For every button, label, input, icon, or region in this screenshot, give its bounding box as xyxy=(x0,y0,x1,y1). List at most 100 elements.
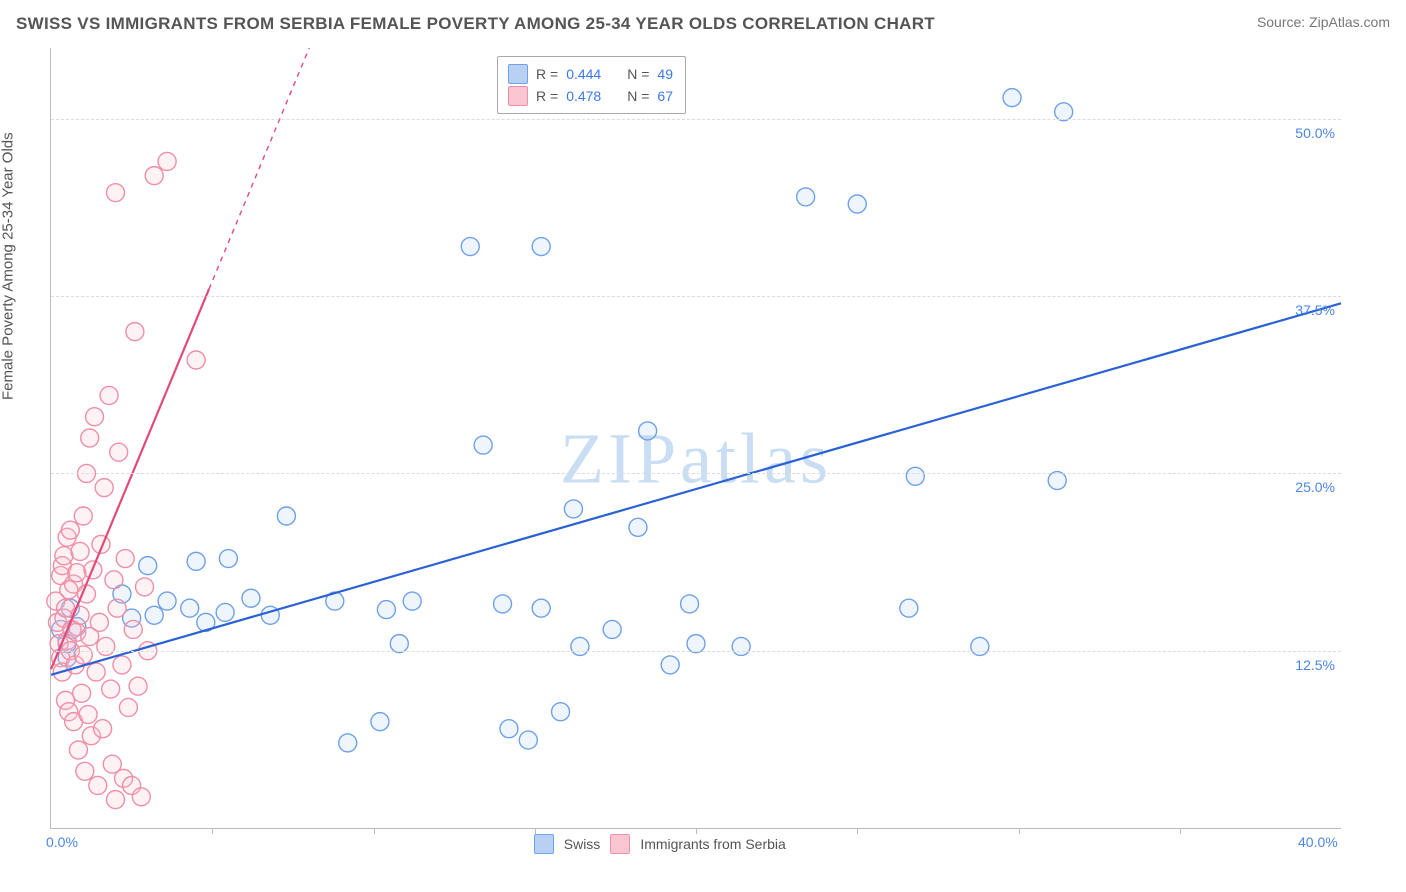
r-label: R = xyxy=(536,63,558,85)
plot-svg xyxy=(51,48,1341,828)
scatter-point xyxy=(158,152,176,170)
scatter-point xyxy=(108,599,126,617)
scatter-point xyxy=(494,595,512,613)
n-value: 49 xyxy=(657,63,673,85)
legend-correlation: R =0.444N =49R =0.478N =67 xyxy=(497,56,686,114)
scatter-point xyxy=(126,323,144,341)
scatter-point xyxy=(74,646,92,664)
scatter-point xyxy=(339,734,357,752)
legend-swatch xyxy=(610,834,630,854)
scatter-point xyxy=(68,564,86,582)
scatter-point xyxy=(371,713,389,731)
scatter-point xyxy=(187,552,205,570)
scatter-point xyxy=(900,599,918,617)
scatter-point xyxy=(403,592,421,610)
n-label: N = xyxy=(627,63,649,85)
scatter-point xyxy=(100,386,118,404)
scatter-point xyxy=(216,603,234,621)
scatter-point xyxy=(87,663,105,681)
scatter-point xyxy=(848,195,866,213)
chart-plot-area: ZIPatlas R =0.444N =49R =0.478N =67 12.5… xyxy=(50,48,1341,829)
scatter-point xyxy=(107,791,125,809)
scatter-point xyxy=(181,599,199,617)
scatter-point xyxy=(1003,89,1021,107)
legend-series-label: Swiss xyxy=(564,836,601,852)
scatter-point xyxy=(124,620,142,638)
scatter-point xyxy=(187,351,205,369)
legend-corr-row: R = 0.444 N = 49 xyxy=(508,63,673,85)
scatter-point xyxy=(119,698,137,716)
scatter-point xyxy=(277,507,295,525)
scatter-point xyxy=(105,571,123,589)
scatter-point xyxy=(139,557,157,575)
gridline-h xyxy=(51,119,1341,120)
x-tick xyxy=(1019,828,1020,834)
y-axis-label: Female Poverty Among 25-34 Year Olds xyxy=(0,132,17,400)
scatter-point xyxy=(629,518,647,536)
r-value: 0.444 xyxy=(566,63,601,85)
x-tick xyxy=(212,828,213,834)
scatter-point xyxy=(69,741,87,759)
scatter-point xyxy=(242,589,260,607)
n-label: N = xyxy=(627,85,649,107)
x-axis-max-label: 40.0% xyxy=(1298,834,1338,850)
scatter-point xyxy=(97,637,115,655)
trend-line xyxy=(51,303,1341,675)
scatter-point xyxy=(145,606,163,624)
scatter-point xyxy=(603,620,621,638)
scatter-point xyxy=(89,776,107,794)
scatter-point xyxy=(474,436,492,454)
scatter-point xyxy=(532,238,550,256)
scatter-point xyxy=(116,550,134,568)
scatter-point xyxy=(219,550,237,568)
scatter-point xyxy=(661,656,679,674)
y-tick-label: 50.0% xyxy=(1295,125,1335,141)
scatter-point xyxy=(113,656,131,674)
legend-series: Swiss Immigrants from Serbia xyxy=(534,834,786,854)
scatter-point xyxy=(95,479,113,497)
scatter-point xyxy=(519,731,537,749)
y-tick-label: 37.5% xyxy=(1295,302,1335,318)
scatter-point xyxy=(158,592,176,610)
gridline-h xyxy=(51,473,1341,474)
source-label: Source: ZipAtlas.com xyxy=(1257,14,1390,30)
trend-line-dashed xyxy=(209,48,309,289)
scatter-point xyxy=(55,547,73,565)
legend-swatch xyxy=(508,64,528,84)
scatter-point xyxy=(86,408,104,426)
scatter-point xyxy=(129,677,147,695)
scatter-point xyxy=(639,422,657,440)
scatter-point xyxy=(681,595,699,613)
scatter-point xyxy=(377,601,395,619)
legend-series-label: Immigrants from Serbia xyxy=(640,836,785,852)
scatter-point xyxy=(532,599,550,617)
scatter-point xyxy=(564,500,582,518)
scatter-point xyxy=(971,637,989,655)
chart-header: SWISS VS IMMIGRANTS FROM SERBIA FEMALE P… xyxy=(16,14,1390,34)
y-tick-label: 12.5% xyxy=(1295,657,1335,673)
scatter-point xyxy=(110,443,128,461)
scatter-point xyxy=(797,188,815,206)
scatter-point xyxy=(732,637,750,655)
y-tick-label: 25.0% xyxy=(1295,479,1335,495)
legend-swatch xyxy=(534,834,554,854)
scatter-point xyxy=(94,720,112,738)
scatter-point xyxy=(107,184,125,202)
scatter-point xyxy=(132,788,150,806)
legend-swatch xyxy=(508,86,528,106)
scatter-point xyxy=(102,680,120,698)
scatter-point xyxy=(461,238,479,256)
legend-corr-row: R =0.478N =67 xyxy=(508,85,673,107)
r-value: 0.478 xyxy=(566,85,601,107)
x-tick xyxy=(857,828,858,834)
x-tick xyxy=(1180,828,1181,834)
scatter-point xyxy=(500,720,518,738)
scatter-point xyxy=(79,706,97,724)
scatter-point xyxy=(552,703,570,721)
x-axis-min-label: 0.0% xyxy=(46,834,78,850)
r-label: R = xyxy=(536,85,558,107)
scatter-point xyxy=(81,429,99,447)
scatter-point xyxy=(136,578,154,596)
gridline-h xyxy=(51,296,1341,297)
gridline-h xyxy=(51,651,1341,652)
